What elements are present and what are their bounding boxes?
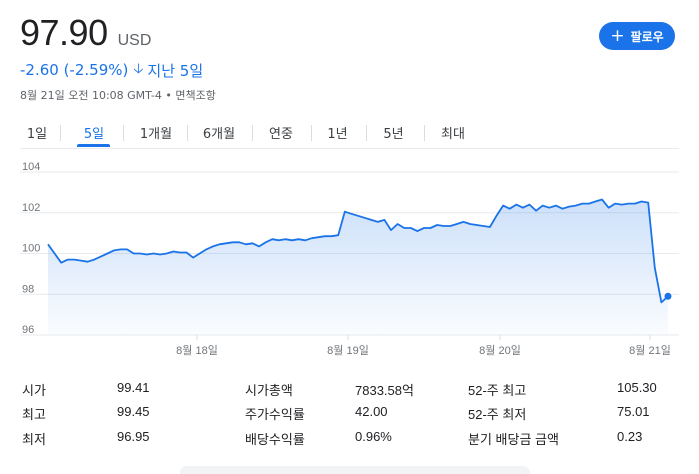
tab-1y[interactable]: 1년 [327, 127, 348, 142]
currency-label: USD [117, 32, 152, 49]
price-header: 97.90 USD [20, 12, 151, 54]
stat-label-52wk-high: 52-주 최고 [468, 383, 527, 398]
tab-divider [424, 125, 425, 141]
scroll-hint-bar [180, 466, 530, 474]
tab-divider [123, 125, 124, 141]
stat-label-open: 시가 [22, 383, 46, 398]
x-tick-label: 8월 19일 [327, 343, 369, 357]
stat-value-open: 99.41 [117, 380, 150, 395]
stat-value-low: 96.95 [117, 429, 150, 444]
arrow-down-icon: 🡣 [133, 61, 144, 77]
stat-value-high: 99.45 [117, 404, 150, 419]
stat-value-52wk-high: 105.30 [617, 380, 657, 395]
stat-label-52wk-low: 52-주 최저 [468, 407, 527, 422]
quote-timestamp[interactable]: 8월 21일 오전 10:08 GMT-4 • 면책조항 [20, 89, 216, 102]
stat-value-quarterly-dividend: 0.23 [617, 429, 643, 444]
stat-label-market-cap: 시가총액 [245, 383, 293, 398]
stat-value-52wk-low: 75.01 [617, 404, 650, 419]
tab-5d[interactable]: 5일 [83, 127, 105, 142]
current-point-marker [664, 292, 672, 300]
tab-max[interactable]: 최대 [441, 127, 465, 142]
stat-label-low: 최저 [22, 432, 46, 447]
y-tick-label: 98 [22, 283, 34, 295]
stat-label-dividend-yield: 배당수익률 [245, 432, 305, 447]
tab-divider [60, 125, 61, 141]
tab-divider [366, 125, 367, 141]
active-tab-indicator [77, 144, 110, 147]
tabs-divider-line [20, 148, 679, 149]
follow-button[interactable]: + 팔로우 [599, 22, 675, 50]
price-line [47, 198, 669, 304]
current-price: 97.90 [20, 12, 108, 53]
tab-ytd[interactable]: 연중 [269, 127, 293, 142]
tab-divider [187, 125, 188, 141]
tab-divider [252, 125, 253, 141]
price-area [48, 199, 668, 335]
stat-value-market-cap: 7833.58억 [355, 383, 414, 398]
change-period: 지난 5일 [147, 61, 204, 80]
stat-value-dividend-yield: 0.96% [355, 429, 392, 444]
y-tick-label: 102 [22, 202, 40, 214]
tab-1d[interactable]: 1일 [26, 127, 48, 142]
stat-value-pe-ratio: 42.00 [355, 404, 388, 419]
stat-label-quarterly-dividend: 분기 배당금 금액 [468, 432, 559, 447]
x-tick-label: 8월 20일 [479, 343, 521, 357]
tab-divider [311, 125, 312, 141]
tab-5y[interactable]: 5년 [383, 127, 404, 142]
x-tick-label: 8월 18일 [176, 343, 218, 357]
y-tick-label: 96 [22, 324, 34, 336]
tab-6m[interactable]: 6개월 [202, 127, 236, 142]
stat-label-pe-ratio: 주가수익률 [245, 407, 305, 422]
change-value: -2.60 (-2.59%) [20, 61, 129, 79]
tab-1m[interactable]: 1개월 [139, 127, 173, 142]
plus-icon: + [610, 25, 625, 46]
y-tick-label: 100 [22, 243, 40, 255]
range-tabs: 1일 5일 1개월 6개월 연중 1년 5년 최대 [0, 123, 699, 149]
price-chart[interactable]: 104 102 100 98 96 8월 18일 8월 19일 8월 20일 8월 21일 [0, 160, 699, 360]
price-change: -2.60 (-2.59%) 🡣 지난 5일 [20, 58, 203, 82]
follow-button-label: 팔로우 [630, 29, 664, 44]
stat-label-high: 최고 [22, 407, 46, 422]
x-tick-label: 8월 21일 [629, 343, 671, 357]
y-tick-label: 104 [22, 161, 40, 173]
